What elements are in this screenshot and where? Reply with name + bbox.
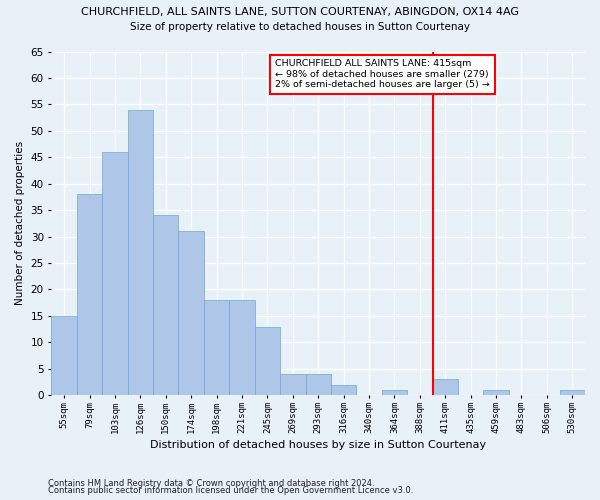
Bar [178,232,204,395]
Bar [560,390,585,395]
Text: CHURCHFIELD, ALL SAINTS LANE, SUTTON COURTENAY, ABINGDON, OX14 4AG: CHURCHFIELD, ALL SAINTS LANE, SUTTON COU… [81,8,519,18]
Y-axis label: Number of detached properties: Number of detached properties [15,142,25,306]
Text: Contains public sector information licensed under the Open Government Licence v3: Contains public sector information licen… [48,486,413,495]
Bar [153,216,178,395]
Bar [229,300,255,395]
Bar [204,300,229,395]
Text: Contains HM Land Registry data © Crown copyright and database right 2024.: Contains HM Land Registry data © Crown c… [48,478,374,488]
Text: CHURCHFIELD ALL SAINTS LANE: 415sqm
← 98% of detached houses are smaller (279)
2: CHURCHFIELD ALL SAINTS LANE: 415sqm ← 98… [275,60,490,89]
Text: Size of property relative to detached houses in Sutton Courtenay: Size of property relative to detached ho… [130,22,470,32]
Bar [331,384,356,395]
Bar [102,152,128,395]
Bar [382,390,407,395]
Bar [77,194,102,395]
Bar [255,326,280,395]
Bar [433,380,458,395]
Bar [305,374,331,395]
Bar [280,374,305,395]
X-axis label: Distribution of detached houses by size in Sutton Courtenay: Distribution of detached houses by size … [150,440,486,450]
Bar [128,110,153,395]
Bar [484,390,509,395]
Bar [52,316,77,395]
